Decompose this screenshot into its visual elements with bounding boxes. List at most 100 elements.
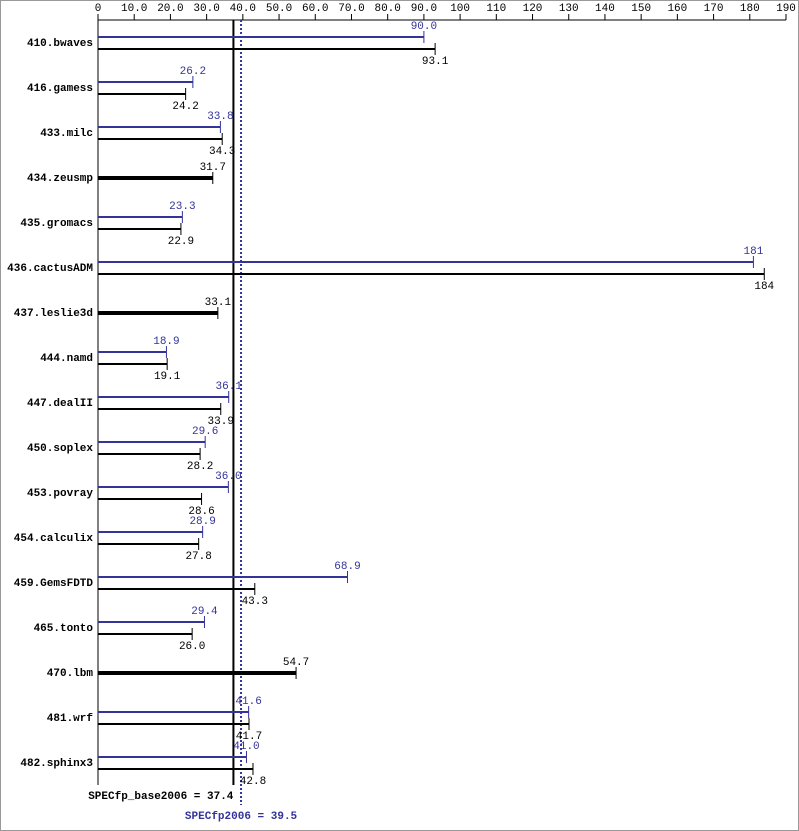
value-label: 90.0 [411, 21, 437, 33]
x-tick-label: 140 [595, 3, 615, 15]
x-tick-label: 20.0 [157, 3, 183, 15]
bar [98, 261, 754, 263]
category-label: 482.sphinx3 [20, 758, 93, 770]
x-tick-label: 110 [486, 3, 506, 15]
bar [98, 228, 181, 230]
x-tick-label: 170 [704, 3, 724, 15]
bar [98, 396, 229, 398]
bar [98, 756, 247, 758]
bar [98, 486, 229, 488]
x-tick-label: 130 [559, 3, 579, 15]
category-label: 416.gamess [27, 83, 93, 95]
value-label: 181 [744, 246, 764, 258]
value-label: 28.2 [187, 461, 213, 473]
value-label: 33.9 [208, 416, 234, 428]
value-label: 19.1 [154, 371, 181, 383]
value-label: 68.9 [334, 561, 360, 573]
bar [98, 621, 205, 623]
value-label: 27.8 [185, 551, 211, 563]
reference-label: SPECfp2006 = 39.5 [185, 811, 298, 823]
bar [98, 363, 168, 365]
value-label: 24.2 [172, 101, 198, 113]
value-label: 41.7 [236, 731, 262, 743]
bar [98, 36, 424, 38]
value-label: 26.2 [180, 66, 206, 78]
category-label: 459.GemsFDTD [14, 578, 94, 590]
x-tick-label: 30.0 [193, 3, 219, 15]
bar [98, 671, 297, 675]
category-label: 447.dealII [27, 398, 93, 410]
bar [98, 531, 203, 533]
bar [98, 93, 186, 95]
bar [98, 311, 218, 315]
bar [98, 48, 436, 50]
value-label: 28.6 [188, 506, 214, 518]
x-tick-label: 70.0 [338, 3, 364, 15]
bar [98, 441, 206, 443]
value-label: 22.9 [168, 236, 194, 248]
reference-label: SPECfp_base2006 = 37.4 [88, 791, 234, 803]
category-label: 433.milc [40, 128, 93, 140]
bar [98, 351, 167, 353]
bar [98, 576, 348, 578]
bar [98, 453, 201, 455]
bar [98, 81, 193, 83]
category-label: 434.zeusmp [27, 173, 93, 185]
bar [98, 633, 193, 635]
category-label: 436.cactusADM [7, 263, 93, 275]
category-label: 410.bwaves [27, 38, 93, 50]
value-label: 36.0 [215, 471, 241, 483]
value-label: 29.4 [191, 606, 218, 618]
category-label: 470.lbm [47, 668, 94, 680]
x-tick-label: 190 [776, 3, 796, 15]
x-tick-label: 160 [667, 3, 687, 15]
x-tick-label: 120 [523, 3, 543, 15]
value-label: 36.1 [216, 381, 243, 393]
category-label: 450.soplex [27, 443, 93, 455]
x-tick-label: 150 [631, 3, 651, 15]
value-label: 41.6 [235, 696, 261, 708]
bar [98, 138, 223, 140]
value-label: 28.9 [189, 516, 215, 528]
value-label: 33.8 [207, 111, 233, 123]
value-label: 43.3 [242, 596, 268, 608]
value-label: 26.0 [179, 641, 205, 653]
category-label: 435.gromacs [20, 218, 93, 230]
x-tick-label: 50.0 [266, 3, 292, 15]
bar [98, 498, 202, 500]
value-label: 29.6 [192, 426, 218, 438]
bar [98, 543, 199, 545]
value-label: 34.3 [209, 146, 235, 158]
category-label: 481.wrf [47, 713, 94, 725]
x-tick-label: 180 [740, 3, 760, 15]
value-label: 31.7 [200, 162, 226, 174]
category-label: 454.calculix [14, 533, 94, 545]
category-label: 444.namd [40, 353, 93, 365]
bar [98, 723, 249, 725]
bar [98, 126, 221, 128]
bar [98, 273, 765, 275]
bar [98, 408, 221, 410]
value-label: 184 [754, 281, 774, 293]
category-label: 453.povray [27, 488, 93, 500]
bar [98, 216, 183, 218]
value-label: 23.3 [169, 201, 195, 213]
x-tick-label: 80.0 [374, 3, 400, 15]
bar [98, 711, 249, 713]
value-label: 41.0 [233, 741, 259, 753]
value-label: 42.8 [240, 776, 266, 788]
x-tick-label: 60.0 [302, 3, 328, 15]
bar [98, 588, 255, 590]
category-label: 465.tonto [34, 623, 94, 635]
value-label: 93.1 [422, 56, 449, 68]
x-tick-label: 100 [450, 3, 470, 15]
x-tick-label: 90.0 [411, 3, 437, 15]
x-tick-label: 0 [95, 3, 102, 15]
bar [98, 768, 253, 770]
bar [98, 176, 213, 180]
category-label: 437.leslie3d [14, 308, 93, 320]
value-label: 33.1 [205, 297, 232, 309]
